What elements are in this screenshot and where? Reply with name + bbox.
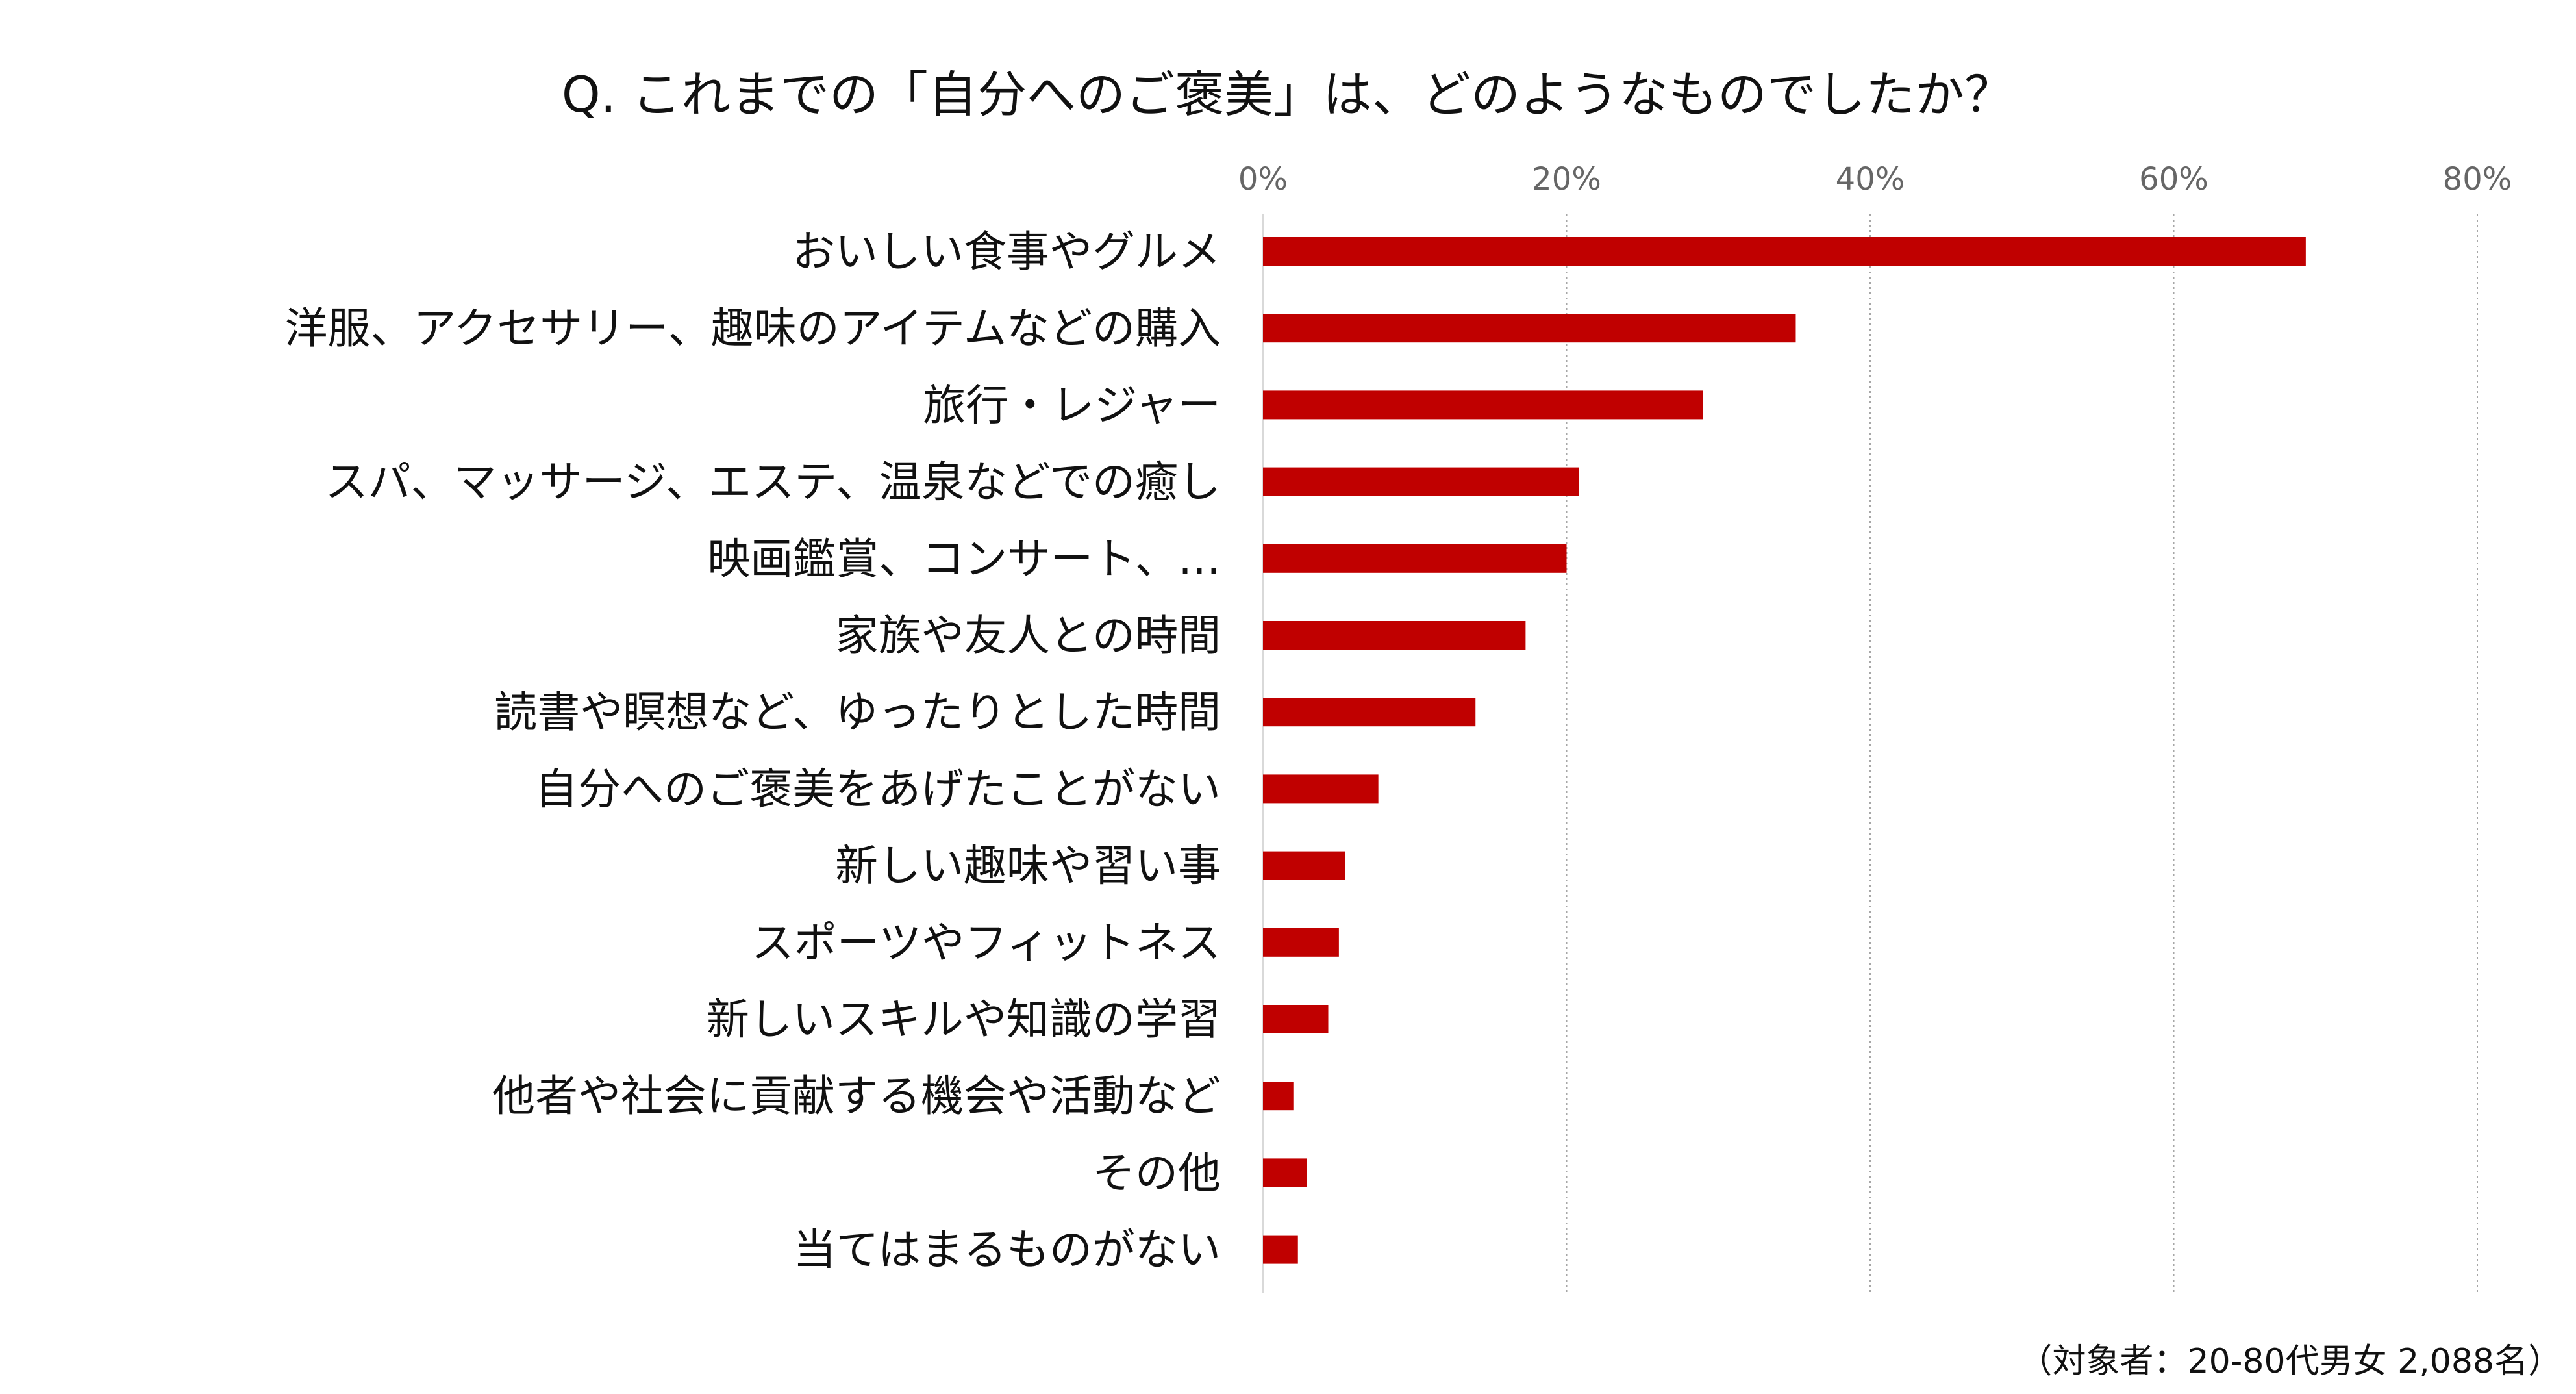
category-label: 洋服、アクセサリー、趣味のアイテムなどの購入 <box>285 303 1221 353</box>
category-label: スパ、マッサージ、エステ、温泉などでの癒し <box>325 457 1221 507</box>
x-tick-label: 80% <box>2443 161 2512 197</box>
category-label: 新しいスキルや知識の学習 <box>707 995 1221 1045</box>
category-label: 家族や友人との時間 <box>836 611 1221 661</box>
bar <box>1263 774 1379 804</box>
category-label: スポーツやフィットネス <box>751 918 1221 968</box>
x-tick-label: 0% <box>1238 161 1288 197</box>
category-label: 映画鑑賞、コンサート、… <box>707 534 1221 584</box>
category-label: 読書や瞑想など、ゆったりとした時間 <box>494 687 1221 737</box>
bar <box>1263 1158 1307 1187</box>
category-label: 他者や社会に貢献する機会や活動など <box>492 1071 1221 1121</box>
bar <box>1263 1082 1294 1111</box>
category-label: 当てはまるものがない <box>793 1225 1221 1275</box>
bar <box>1263 390 1703 420</box>
bar <box>1263 851 1345 880</box>
bar <box>1263 1235 1298 1264</box>
category-label: 旅行・レジャー <box>923 380 1221 430</box>
x-tick-label: 40% <box>1836 161 1905 197</box>
x-tick-label: 20% <box>1532 161 1601 197</box>
bar <box>1263 467 1579 496</box>
bar <box>1263 544 1567 573</box>
bars <box>1263 237 2306 1264</box>
gridlines <box>1262 214 2478 1293</box>
x-axis-tick-labels: 0% 20% 40% 60% 80% <box>1238 161 2512 197</box>
bar <box>1263 928 1339 957</box>
bar <box>1263 1005 1329 1033</box>
chart-title: Q. これまでの「自分へのご褒美」は、どのようなものでしたか？ <box>562 66 2014 123</box>
bar <box>1263 314 1796 343</box>
category-label: おいしい食事やグルメ <box>792 227 1221 277</box>
x-tick-label: 60% <box>2139 161 2208 197</box>
bar <box>1263 237 2306 266</box>
category-label: その他 <box>1092 1148 1221 1198</box>
category-labels: おいしい食事やグルメ洋服、アクセサリー、趣味のアイテムなどの購入旅行・レジャース… <box>285 227 1221 1275</box>
category-label: 自分へのご褒美をあげたことがない <box>535 764 1221 814</box>
sample-note: （対象者：20-80代男女 2,088名） <box>2019 1342 2562 1381</box>
category-label: 新しい趣味や習い事 <box>835 841 1221 891</box>
bar <box>1263 621 1526 650</box>
bar <box>1263 698 1476 727</box>
